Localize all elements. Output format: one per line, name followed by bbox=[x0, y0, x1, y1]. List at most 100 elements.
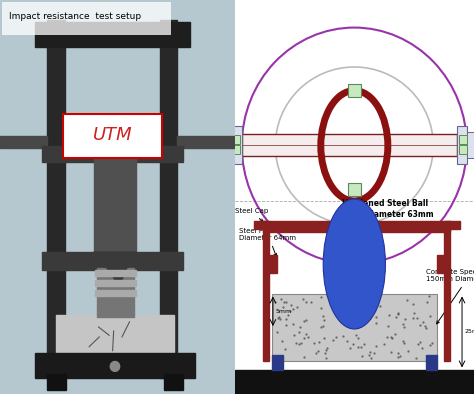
Point bbox=[409, 315, 416, 321]
Point bbox=[421, 323, 428, 329]
Point bbox=[290, 332, 298, 338]
Point bbox=[358, 353, 365, 359]
Point bbox=[352, 332, 359, 338]
Point bbox=[419, 319, 427, 325]
Point bbox=[296, 324, 304, 330]
Point bbox=[416, 322, 424, 328]
Bar bbox=[95, 280, 136, 286]
Point bbox=[341, 309, 348, 316]
Point bbox=[317, 294, 325, 301]
Point bbox=[315, 339, 323, 346]
Point bbox=[357, 314, 365, 320]
Point bbox=[286, 307, 293, 314]
Point bbox=[298, 340, 305, 347]
Bar bbox=[348, 84, 362, 97]
Bar bbox=[56, 315, 173, 357]
Point bbox=[414, 341, 421, 348]
Point bbox=[276, 316, 283, 322]
Point bbox=[278, 338, 285, 344]
Point bbox=[304, 334, 312, 340]
Point bbox=[328, 299, 336, 306]
Point bbox=[380, 340, 388, 347]
Point bbox=[383, 334, 391, 340]
Point bbox=[366, 315, 374, 321]
Point bbox=[330, 305, 338, 311]
Point bbox=[373, 320, 380, 326]
Point bbox=[312, 350, 319, 356]
Point bbox=[357, 344, 365, 351]
Point bbox=[329, 336, 337, 343]
Point bbox=[349, 340, 357, 347]
Point bbox=[395, 354, 402, 361]
Bar bbox=[95, 290, 136, 296]
Point bbox=[392, 314, 400, 321]
Point bbox=[278, 296, 285, 303]
Text: Steel Cap: Steel Cap bbox=[235, 208, 268, 222]
Point bbox=[274, 314, 282, 321]
Point bbox=[328, 300, 335, 307]
Bar bbox=[42, 146, 183, 162]
Point bbox=[300, 335, 307, 341]
Bar bbox=[160, 20, 177, 378]
Point bbox=[302, 317, 310, 323]
Bar bbox=[272, 355, 283, 370]
Text: Steel Pipe With
Diameter 64mm: Steel Pipe With Diameter 64mm bbox=[239, 228, 296, 256]
Point bbox=[288, 302, 295, 308]
Point bbox=[295, 341, 303, 348]
Ellipse shape bbox=[323, 199, 385, 329]
Point bbox=[354, 344, 361, 350]
Point bbox=[321, 349, 328, 356]
Bar bbox=[459, 136, 467, 144]
Bar bbox=[457, 126, 467, 164]
Point bbox=[426, 341, 433, 348]
Point bbox=[423, 299, 430, 305]
Point bbox=[360, 341, 368, 348]
Point bbox=[302, 299, 310, 305]
Point bbox=[388, 335, 395, 342]
Point bbox=[426, 313, 433, 319]
Text: Concrete Specimen With
150mm Diameter: Concrete Specimen With 150mm Diameter bbox=[426, 269, 474, 324]
Point bbox=[401, 316, 409, 322]
Bar bbox=[444, 221, 450, 361]
Point bbox=[365, 352, 373, 359]
Point bbox=[418, 344, 426, 351]
Point bbox=[399, 320, 407, 327]
Bar bbox=[232, 145, 240, 154]
Point bbox=[323, 345, 331, 351]
Point bbox=[302, 331, 310, 337]
Point bbox=[372, 343, 380, 349]
Point bbox=[322, 355, 330, 361]
Bar bbox=[269, 255, 276, 273]
Point bbox=[336, 294, 344, 300]
Bar bbox=[232, 126, 242, 164]
Point bbox=[399, 338, 407, 344]
Point bbox=[428, 340, 436, 346]
Bar bbox=[449, 221, 460, 229]
Point bbox=[368, 298, 375, 305]
Bar bbox=[467, 132, 474, 158]
Point bbox=[307, 299, 315, 305]
Text: Impact resistance  test setup: Impact resistance test setup bbox=[9, 12, 142, 21]
Point bbox=[355, 311, 362, 318]
Bar bbox=[254, 221, 264, 229]
Point bbox=[350, 316, 357, 322]
Point bbox=[317, 324, 325, 330]
Point bbox=[322, 347, 330, 353]
Point bbox=[320, 335, 328, 342]
Point bbox=[282, 299, 290, 305]
Point bbox=[385, 312, 392, 318]
Point bbox=[403, 297, 411, 303]
Point bbox=[346, 345, 354, 351]
Point bbox=[409, 301, 417, 307]
Point bbox=[295, 329, 303, 335]
Point bbox=[368, 295, 376, 301]
Bar bbox=[164, 374, 183, 390]
Point bbox=[319, 323, 327, 329]
Point bbox=[425, 293, 433, 299]
Text: Hardened Steel Ball
With Diameter 63mm: Hardened Steel Ball With Diameter 63mm bbox=[342, 199, 434, 241]
Point bbox=[284, 312, 292, 318]
Point bbox=[300, 354, 308, 360]
Bar bbox=[47, 20, 64, 378]
Point bbox=[273, 329, 281, 335]
Bar bbox=[242, 134, 457, 156]
